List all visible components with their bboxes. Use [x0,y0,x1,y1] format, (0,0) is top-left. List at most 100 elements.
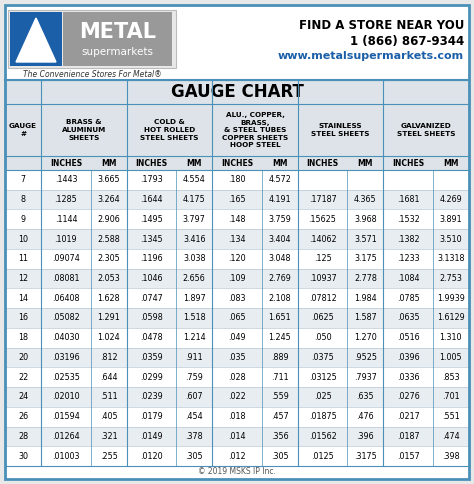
Text: .1382: .1382 [397,235,419,243]
Text: INCHES: INCHES [221,158,253,167]
Text: .607: .607 [185,393,203,401]
Text: .3175: .3175 [354,452,377,461]
Text: MM: MM [101,158,117,167]
Text: .635: .635 [356,393,374,401]
Text: 3.891: 3.891 [439,215,462,224]
Text: 1.024: 1.024 [97,333,120,342]
Text: GAUGE CHART: GAUGE CHART [171,83,303,101]
Text: 2.778: 2.778 [354,274,377,283]
Text: 1.984: 1.984 [354,294,377,303]
Bar [5,229,469,249]
Text: .050: .050 [314,333,331,342]
Text: .0359: .0359 [140,353,163,362]
Text: .0179: .0179 [140,412,163,421]
Text: STAINLESS
STEEL SHEETS: STAINLESS STEEL SHEETS [311,123,370,137]
Text: 3.175: 3.175 [354,254,377,263]
Text: 4.554: 4.554 [183,175,206,184]
Text: .0516: .0516 [397,333,419,342]
Text: .321: .321 [100,432,118,441]
Text: .15625: .15625 [309,215,337,224]
Text: .1532: .1532 [397,215,419,224]
Text: .0149: .0149 [140,432,163,441]
Text: .109: .109 [228,274,246,283]
Text: .305: .305 [185,452,203,461]
Text: 8: 8 [20,195,26,204]
Text: INCHES: INCHES [392,158,424,167]
Bar [5,249,469,269]
Text: 3.048: 3.048 [269,254,291,263]
Text: 3.571: 3.571 [354,235,377,243]
Text: www.metalsupermarkets.com: www.metalsupermarkets.com [278,51,464,61]
Text: 1.214: 1.214 [183,333,206,342]
Text: .07812: .07812 [309,294,337,303]
Text: .0747: .0747 [140,294,163,303]
Text: 10: 10 [18,235,28,243]
Text: .035: .035 [228,353,246,362]
Text: supermarkets: supermarkets [82,47,154,57]
Text: .0125: .0125 [311,452,334,461]
Text: 2.906: 2.906 [97,215,120,224]
Text: 20: 20 [18,353,28,362]
Text: .17187: .17187 [309,195,337,204]
Text: .454: .454 [185,412,203,421]
Text: .476: .476 [356,412,374,421]
Text: 2.053: 2.053 [97,274,120,283]
Text: 16: 16 [18,314,28,322]
Text: 2.656: 2.656 [183,274,206,283]
Text: 2.753: 2.753 [439,274,462,283]
Text: 9: 9 [20,215,26,224]
Text: .0478: .0478 [140,333,163,342]
Text: .0396: .0396 [397,353,419,362]
Text: .065: .065 [228,314,246,322]
Text: MM: MM [357,158,373,167]
Bar [5,269,469,288]
Text: INCHES: INCHES [50,158,82,167]
Text: .0299: .0299 [140,373,163,382]
Text: 4.175: 4.175 [183,195,206,204]
Text: 1.628: 1.628 [97,294,120,303]
Text: .378: .378 [185,432,203,441]
Text: .03125: .03125 [309,373,337,382]
Text: .0276: .0276 [397,393,419,401]
Text: .134: .134 [228,235,246,243]
Bar [5,308,469,328]
Text: 4.269: 4.269 [439,195,462,204]
Text: .1233: .1233 [397,254,419,263]
Text: .180: .180 [228,175,246,184]
Text: .01594: .01594 [52,412,80,421]
Bar [5,387,469,407]
Text: .03196: .03196 [52,353,80,362]
Text: 1.6129: 1.6129 [437,314,465,322]
Text: 1.651: 1.651 [268,314,291,322]
Text: .559: .559 [271,393,289,401]
Bar [5,104,469,156]
Text: 3.416: 3.416 [183,235,205,243]
Text: .0239: .0239 [140,393,163,401]
Text: .165: .165 [228,195,246,204]
Text: .1345: .1345 [140,235,163,243]
Text: 3.968: 3.968 [354,215,377,224]
Text: .1144: .1144 [55,215,77,224]
Bar [5,170,469,190]
Bar [5,210,469,229]
Text: .06408: .06408 [52,294,80,303]
Text: .911: .911 [185,353,203,362]
Text: 1 (866) 867-9344: 1 (866) 867-9344 [350,35,464,48]
Text: .1019: .1019 [55,235,77,243]
Text: .0375: .0375 [311,353,334,362]
Text: .356: .356 [271,432,289,441]
Text: 1.005: 1.005 [439,353,462,362]
Polygon shape [16,18,56,62]
Text: .0120: .0120 [140,452,163,461]
Text: .05082: .05082 [52,314,80,322]
Text: ALU., COPPER,
BRASS,
& STEEL TUBES
COPPER SHEETS
HOOP STEEL: ALU., COPPER, BRASS, & STEEL TUBES COPPE… [222,112,288,148]
Bar [5,328,469,348]
Text: .0785: .0785 [397,294,419,303]
Bar [5,407,469,426]
Text: 3.665: 3.665 [97,175,120,184]
Bar [10,12,62,66]
Text: .025: .025 [314,393,331,401]
Text: .14062: .14062 [309,235,337,243]
Text: .0157: .0157 [397,452,419,461]
Text: MM: MM [443,158,459,167]
